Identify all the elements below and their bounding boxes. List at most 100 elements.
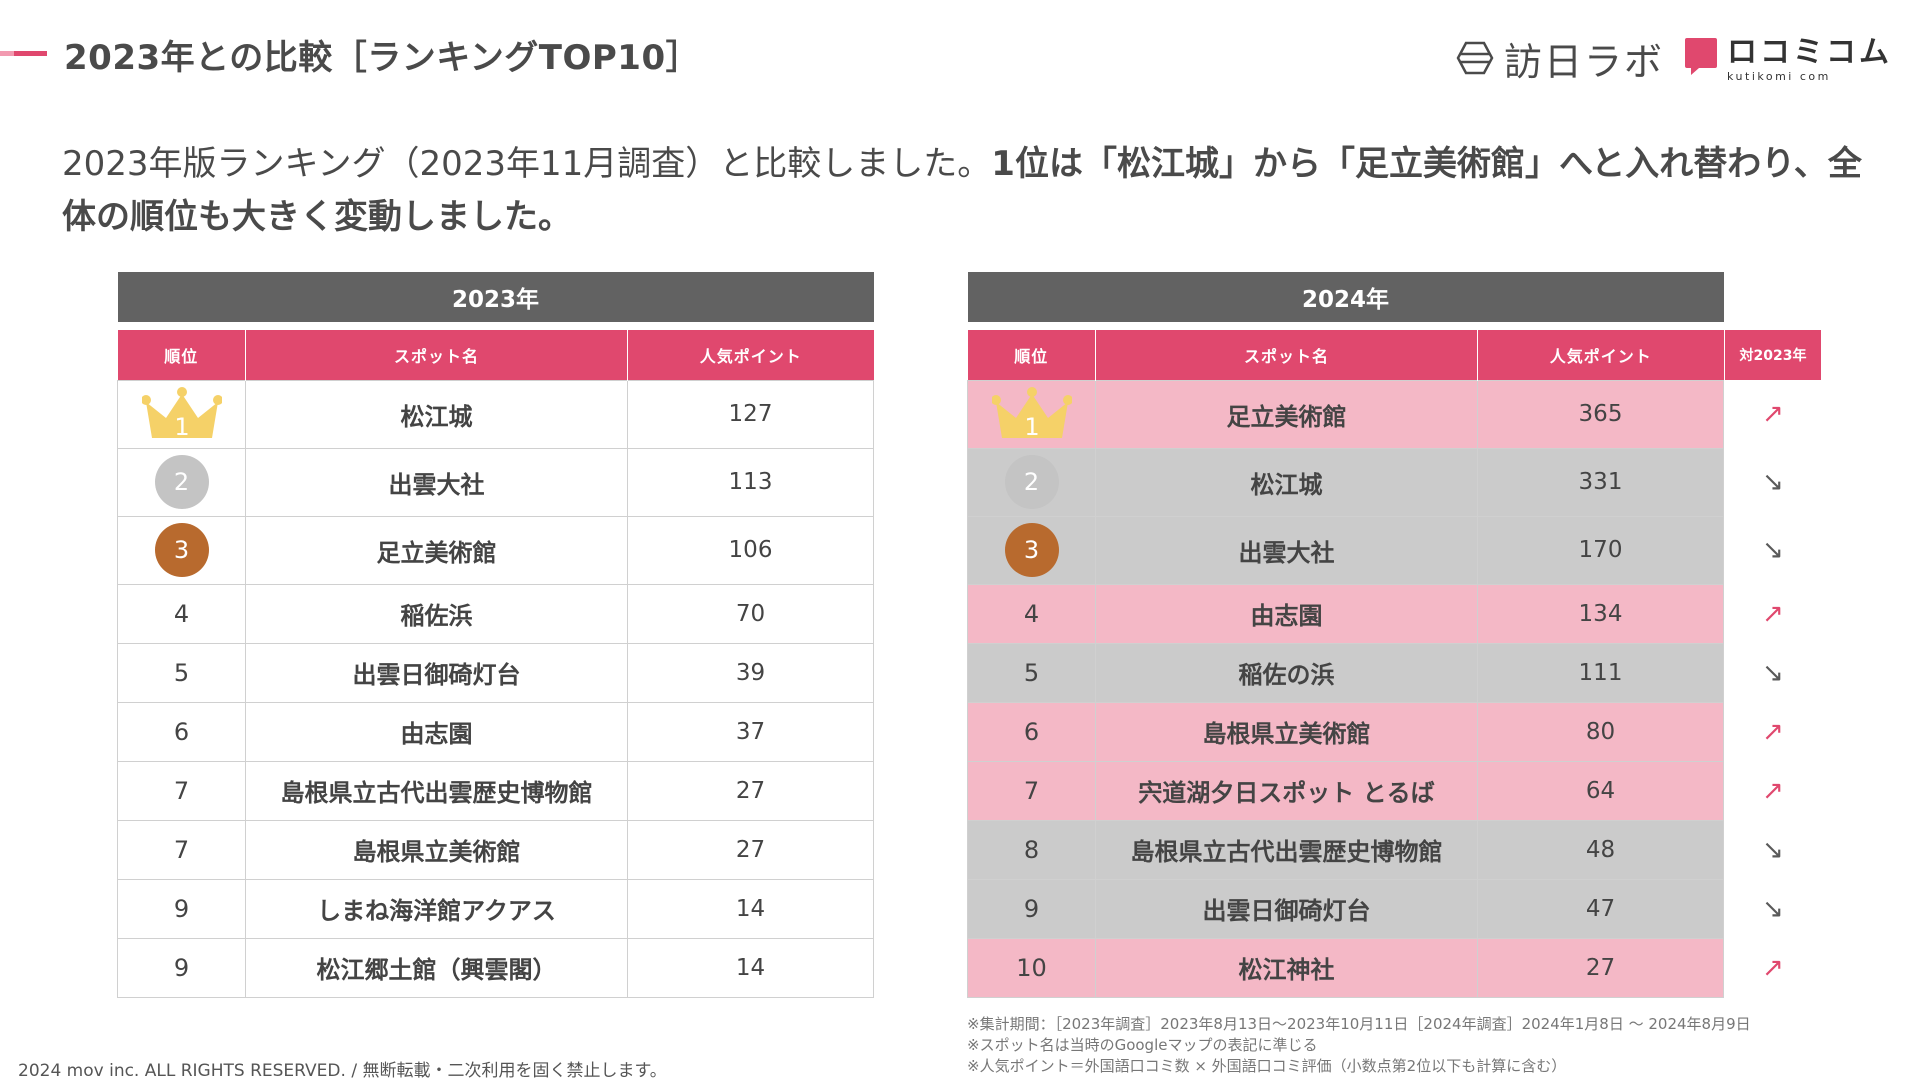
ranking-table-2024: 2024年 順位 スポット名 人気ポイント 1 足立美術館 365 2 松江城 331 3 出… <box>967 272 1725 998</box>
rank-cell: 3 <box>117 515 246 585</box>
table-row: 1 足立美術館 365 <box>967 379 1725 449</box>
spot-name-cell: 出雲大社 <box>245 447 628 517</box>
trend-up-arrow-icon: ↗ <box>1762 598 1784 629</box>
points-cell: 170 <box>1476 515 1725 585</box>
intro-bold: 1位は「松江城」から「足立美術館」へと入れ替わり、全体の順位も大きく変動しました… <box>62 144 1862 237</box>
points-cell: 365 <box>1476 379 1725 449</box>
gold-crown-icon: 1 <box>141 387 222 441</box>
column-header-spot: スポット名 <box>1095 330 1478 380</box>
rank-cell: 10 <box>967 937 1096 998</box>
spot-name-cell: 由志園 <box>245 701 628 762</box>
note-line: ※スポット名は当時のGoogleマップの表記に準じる <box>967 1036 1318 1054</box>
table-row: 10 松江神社 27 <box>967 937 1725 998</box>
silver-medal-icon: 2 <box>1004 455 1059 509</box>
column-header-vs: 対2023年 <box>1725 330 1821 380</box>
column-header-points: 人気ポイント <box>627 330 874 380</box>
points-cell: 37 <box>626 701 875 762</box>
rank-cell: 7 <box>117 819 246 880</box>
houjin-lab-logo-text: 訪日ラボ <box>1504 39 1665 84</box>
spot-name-cell: 島根県立古代出雲歴史博物館 <box>245 760 628 821</box>
table-row: 7 宍道湖夕日スポット とるば 64 <box>967 760 1725 821</box>
table-row: 2 松江城 331 <box>967 447 1725 517</box>
rank-cell: 4 <box>117 583 246 644</box>
rank-cell: 2 <box>117 447 246 517</box>
intro-normal: 2023年版ランキング（2023年11月調査）と比較しました。 <box>62 144 992 184</box>
spot-name-cell: 宍道湖夕日スポット とるば <box>1095 760 1478 821</box>
table-row: 7 島根県立古代出雲歴史博物館 27 <box>117 760 875 821</box>
spot-name-cell: 出雲日御碕灯台 <box>1095 878 1478 939</box>
trend-down-arrow-icon: ↘ <box>1762 834 1784 865</box>
table-row: 5 出雲日御碕灯台 39 <box>117 642 875 703</box>
table-row: 6 由志園 37 <box>117 701 875 762</box>
year-label-2023: 2023年 <box>117 272 874 322</box>
rank-cell: 1 <box>967 379 1096 449</box>
column-header-spot: スポット名 <box>245 330 628 380</box>
points-cell: 64 <box>1476 760 1725 821</box>
title-accent-bar <box>0 51 47 56</box>
points-cell: 80 <box>1476 701 1725 762</box>
rank-number: 1 <box>1024 413 1039 441</box>
points-cell: 27 <box>1476 937 1725 998</box>
spot-name-cell: 島根県立美術館 <box>1095 701 1478 762</box>
column-header-rank: 順位 <box>117 330 246 380</box>
vs-2023-column: 対2023年 ↗ ↘ ↘ ↗ ↘ ↗ ↗ ↘ ↘ ↗ <box>1725 330 1821 997</box>
copyright: 2024 mov inc. ALL RIGHTS RESERVED. / 無断転… <box>18 1061 667 1080</box>
rank-number: 1 <box>174 413 189 441</box>
houjin-lab-hexagon-icon <box>1456 41 1494 75</box>
spot-name-cell: 島根県立美術館 <box>245 819 628 880</box>
page-title: 2023年との比較［ランキングTOP10］ <box>64 38 701 78</box>
spot-name-cell: 由志園 <box>1095 583 1478 644</box>
spot-name-cell: 島根県立古代出雲歴史博物館 <box>1095 819 1478 880</box>
rank-cell: 9 <box>117 937 246 998</box>
table-row: 3 足立美術館 106 <box>117 515 875 585</box>
kuchikomi-logo-text: ロコミコム <box>1727 35 1892 70</box>
points-cell: 111 <box>1476 642 1725 703</box>
year-label-2024: 2024年 <box>967 272 1724 322</box>
table-row: 2 出雲大社 113 <box>117 447 875 517</box>
spot-name-cell: 足立美術館 <box>245 515 628 585</box>
table-row: 4 由志園 134 <box>967 583 1725 644</box>
kuchikomi-logo-subtext: kutikomi com <box>1727 70 1831 83</box>
rank-cell: 7 <box>117 760 246 821</box>
table-row: 9 出雲日御碕灯台 47 <box>967 878 1725 939</box>
points-cell: 134 <box>1476 583 1725 644</box>
rank-cell: 5 <box>967 642 1096 703</box>
rank-cell: 8 <box>967 819 1096 880</box>
spot-name-cell: 稲佐の浜 <box>1095 642 1478 703</box>
table-row: 8 島根県立古代出雲歴史博物館 48 <box>967 819 1725 880</box>
note-line: ※人気ポイント＝外国語口コミ数 × 外国語口コミ評価（小数点第2位以下も計算に含… <box>967 1057 1567 1075</box>
spot-name-cell: 松江神社 <box>1095 937 1478 998</box>
silver-medal-icon: 2 <box>154 455 209 509</box>
trend-down-arrow-icon: ↘ <box>1762 535 1784 565</box>
table-row: 9 松江郷土館（興雲閣） 14 <box>117 937 875 998</box>
points-cell: 47 <box>1476 878 1725 939</box>
table-row: 9 しまね海洋館アクアス 14 <box>117 878 875 939</box>
table-row: 3 出雲大社 170 <box>967 515 1725 585</box>
points-cell: 27 <box>626 819 875 880</box>
intro-text: 2023年版ランキング（2023年11月調査）と比較しました。1位は「松江城」か… <box>62 138 1882 244</box>
rank-cell: 4 <box>967 583 1096 644</box>
points-cell: 27 <box>626 760 875 821</box>
spot-name-cell: 稲佐浜 <box>245 583 628 644</box>
spot-name-cell: 松江城 <box>1095 447 1478 517</box>
trend-up-arrow-icon: ↗ <box>1762 775 1784 806</box>
points-cell: 127 <box>626 379 875 449</box>
column-header-points: 人気ポイント <box>1477 330 1724 380</box>
rank-cell: 2 <box>967 447 1096 517</box>
points-cell: 39 <box>626 642 875 703</box>
speech-bubble-icon <box>1685 38 1717 75</box>
bronze-medal-icon: 3 <box>1004 523 1059 577</box>
spot-name-cell: 出雲大社 <box>1095 515 1478 585</box>
table-row: 1 松江城 127 <box>117 379 875 449</box>
houjin-lab-logo: 訪日ラボ <box>1456 36 1664 84</box>
trend-up-arrow-icon: ↗ <box>1762 716 1784 747</box>
table-row: 7 島根県立美術館 27 <box>117 819 875 880</box>
kuchikomi-logo: ロコミコム kutikomi com <box>1683 36 1892 83</box>
spot-name-cell: 足立美術館 <box>1095 379 1478 449</box>
notes: ※集計期間：［2023年調査］2023年8月13日〜2023年10月11日［20… <box>967 1014 1751 1077</box>
trend-down-arrow-icon: ↘ <box>1762 893 1784 924</box>
ranking-table-2023: 2023年 順位 スポット名 人気ポイント 1 松江城 127 2 出雲大社 113 3 足立… <box>117 272 875 998</box>
rank-cell: 9 <box>117 878 246 939</box>
trend-down-arrow-icon: ↘ <box>1762 657 1784 688</box>
rank-cell: 9 <box>967 878 1096 939</box>
